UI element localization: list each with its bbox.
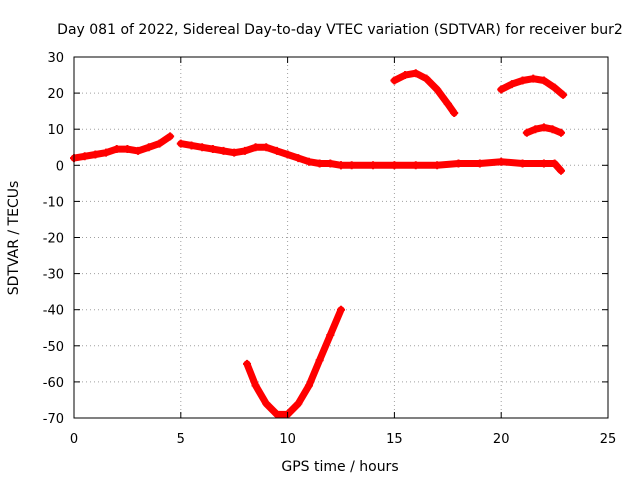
data-point [251, 381, 260, 390]
y-tick-label: -50 [43, 340, 64, 355]
data-point [326, 330, 335, 339]
x-tick-label: 10 [279, 432, 296, 447]
y-tick-label: 30 [47, 51, 64, 66]
data-point [475, 159, 484, 168]
data-point [411, 69, 420, 78]
data-point [294, 154, 303, 163]
data-point [219, 146, 228, 155]
plot-series [70, 69, 568, 419]
data-point [91, 150, 100, 159]
data-point [518, 76, 527, 85]
data-point [454, 159, 463, 168]
data-point [401, 71, 410, 80]
data-point [315, 356, 324, 365]
data-point [347, 161, 356, 170]
data-point [155, 139, 164, 148]
data-point [272, 146, 281, 155]
data-point [433, 85, 442, 94]
data-point [166, 132, 175, 141]
data-point [497, 85, 506, 94]
data-point [176, 139, 185, 148]
data-point [369, 161, 378, 170]
data-point [557, 128, 566, 137]
data-point [251, 143, 260, 152]
data-point [243, 359, 252, 368]
data-point [134, 146, 143, 155]
data-point [80, 152, 89, 161]
y-tick-label: 20 [47, 87, 64, 102]
data-point [240, 146, 249, 155]
data-point [187, 141, 196, 150]
x-tick-label: 0 [70, 432, 78, 447]
data-point [539, 123, 548, 132]
y-tick-label: 10 [47, 123, 64, 138]
grid [74, 57, 608, 418]
data-point [518, 159, 527, 168]
axes: 30 20 10 0 -10 -20 -30 -40 -50 -60 -70 0 5 10 15 20 25 [43, 51, 617, 447]
data-point [539, 159, 548, 168]
data-point [507, 80, 516, 89]
series-arc-baseline-b [177, 140, 345, 169]
series-arc-baseline-a [70, 132, 174, 162]
data-point [112, 145, 121, 154]
data-point [337, 305, 345, 314]
data-point [337, 161, 345, 170]
data-point [262, 399, 271, 408]
data-point [326, 159, 335, 168]
data-point [548, 125, 557, 134]
data-point [123, 145, 132, 154]
y-tick-label: 0 [56, 159, 64, 174]
data-point [315, 159, 324, 168]
data-point [102, 148, 111, 157]
data-point [559, 90, 568, 99]
x-axis-label: GPS time / hours [281, 459, 398, 475]
data-point [529, 74, 538, 83]
x-tick-label: 15 [386, 432, 403, 447]
y-tick-label: -60 [43, 376, 64, 391]
chart-title: Day 081 of 2022, Sidereal Day-to-day VTE… [57, 22, 623, 38]
data-point [272, 410, 281, 419]
data-point [230, 148, 239, 157]
data-point [390, 76, 399, 85]
y-tick-label: -20 [43, 232, 64, 247]
data-point [433, 161, 442, 170]
data-point [522, 128, 531, 137]
y-axis-label: SDTVAR / TECUs [6, 181, 22, 296]
data-point [497, 157, 506, 166]
data-point [304, 157, 313, 166]
data-point [443, 99, 452, 108]
data-point [550, 83, 559, 92]
data-point [208, 145, 217, 154]
data-point [422, 74, 431, 83]
data-point [304, 381, 313, 390]
data-point [450, 108, 459, 117]
data-point [531, 125, 540, 134]
data-point [198, 143, 207, 152]
y-tick-label: -70 [43, 412, 64, 427]
data-point [539, 76, 548, 85]
x-tick-label: 20 [493, 432, 510, 447]
y-tick-label: -40 [43, 304, 64, 319]
x-tick-label: 25 [600, 432, 617, 447]
y-tick-label: -10 [43, 195, 64, 210]
data-point [144, 143, 153, 152]
data-point [557, 166, 566, 175]
data-point [411, 161, 420, 170]
data-point [262, 143, 271, 152]
data-point [294, 399, 303, 408]
series-arc-dip [243, 306, 345, 418]
x-tick-label: 5 [177, 432, 185, 447]
data-point [283, 150, 292, 159]
data-point [550, 159, 559, 168]
data-point [390, 161, 399, 170]
y-tick-label: -30 [43, 268, 64, 283]
